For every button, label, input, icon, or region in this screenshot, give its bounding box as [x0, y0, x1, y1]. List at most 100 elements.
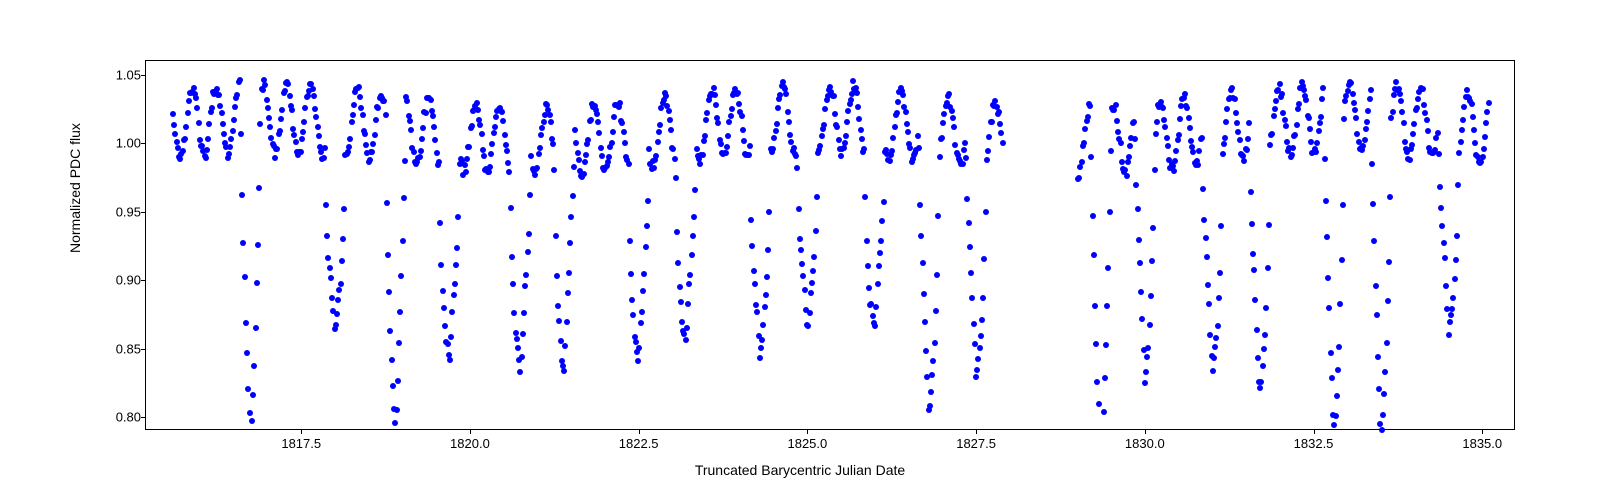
data-point — [1449, 306, 1455, 312]
data-point — [984, 157, 990, 163]
data-point — [1471, 127, 1477, 133]
data-point — [272, 155, 278, 161]
data-point — [811, 254, 817, 260]
data-point — [1353, 115, 1359, 121]
data-point — [254, 280, 260, 286]
data-point — [237, 77, 243, 83]
data-point — [1136, 237, 1142, 243]
data-point — [1422, 110, 1428, 116]
data-point — [240, 240, 246, 246]
data-point — [704, 110, 710, 116]
data-point — [1103, 342, 1109, 348]
data-point — [1319, 96, 1325, 102]
data-point — [1370, 201, 1376, 207]
x-tick-mark — [976, 429, 977, 434]
data-point — [629, 297, 635, 303]
data-point — [1147, 322, 1153, 328]
data-point — [479, 131, 485, 137]
data-point — [1206, 301, 1212, 307]
data-point — [571, 164, 577, 170]
data-point — [1397, 91, 1403, 97]
data-point — [1329, 375, 1335, 381]
data-point — [334, 311, 340, 317]
data-point — [977, 345, 983, 351]
data-point — [1195, 162, 1201, 168]
data-point — [819, 133, 825, 139]
data-point — [436, 159, 442, 165]
data-point — [536, 151, 542, 157]
data-point — [766, 209, 772, 215]
data-point — [848, 97, 854, 103]
data-point — [866, 285, 872, 291]
data-point — [1200, 186, 1206, 192]
data-point — [628, 271, 634, 277]
data-point — [1210, 368, 1216, 374]
data-point — [447, 357, 453, 363]
data-point — [1203, 235, 1209, 241]
data-point — [1401, 120, 1407, 126]
data-point — [588, 117, 594, 123]
data-point — [1205, 282, 1211, 288]
data-point — [1393, 79, 1399, 85]
data-point — [1187, 125, 1193, 131]
data-point — [230, 128, 236, 134]
data-point — [431, 124, 437, 130]
data-point — [900, 92, 906, 98]
data-point — [949, 108, 955, 114]
data-point — [554, 273, 560, 279]
data-point — [517, 369, 523, 375]
data-point — [598, 145, 604, 151]
x-tick-label: 1825.0 — [787, 436, 827, 451]
data-point — [267, 124, 273, 130]
data-point — [1093, 341, 1099, 347]
data-point — [1484, 109, 1490, 115]
data-point — [255, 242, 261, 248]
data-point — [508, 205, 514, 211]
data-point — [1272, 106, 1278, 112]
data-point — [505, 160, 511, 166]
data-point — [870, 313, 876, 319]
data-point — [759, 337, 765, 343]
data-point — [466, 144, 472, 150]
data-point — [842, 140, 848, 146]
data-point — [217, 103, 223, 109]
data-point — [514, 336, 520, 342]
data-point — [522, 283, 528, 289]
data-point — [325, 255, 331, 261]
data-point — [1402, 139, 1408, 145]
data-point — [975, 356, 981, 362]
data-point — [1368, 87, 1374, 93]
data-point — [372, 132, 378, 138]
data-point — [889, 148, 895, 154]
data-point — [1145, 345, 1151, 351]
data-point — [316, 133, 322, 139]
data-point — [570, 193, 576, 199]
data-point — [572, 127, 578, 133]
data-point — [962, 140, 968, 146]
data-point — [573, 140, 579, 146]
data-point — [1399, 109, 1405, 115]
data-point — [1177, 116, 1183, 122]
data-point — [941, 111, 947, 117]
data-point — [285, 81, 291, 87]
data-point — [723, 150, 729, 156]
data-point — [771, 135, 777, 141]
data-point — [725, 133, 731, 139]
data-point — [1388, 115, 1394, 121]
data-point — [502, 132, 508, 138]
data-point — [249, 418, 255, 424]
data-point — [1254, 327, 1260, 333]
data-point — [449, 309, 455, 315]
data-point — [278, 116, 284, 122]
data-point — [338, 281, 344, 287]
data-point — [875, 281, 881, 287]
data-point — [239, 192, 245, 198]
data-point — [808, 290, 814, 296]
data-point — [1354, 131, 1360, 137]
data-point — [383, 112, 389, 118]
data-point — [411, 149, 417, 155]
data-point — [675, 260, 681, 266]
data-point — [375, 105, 381, 111]
data-point — [879, 218, 885, 224]
data-point — [684, 325, 690, 331]
